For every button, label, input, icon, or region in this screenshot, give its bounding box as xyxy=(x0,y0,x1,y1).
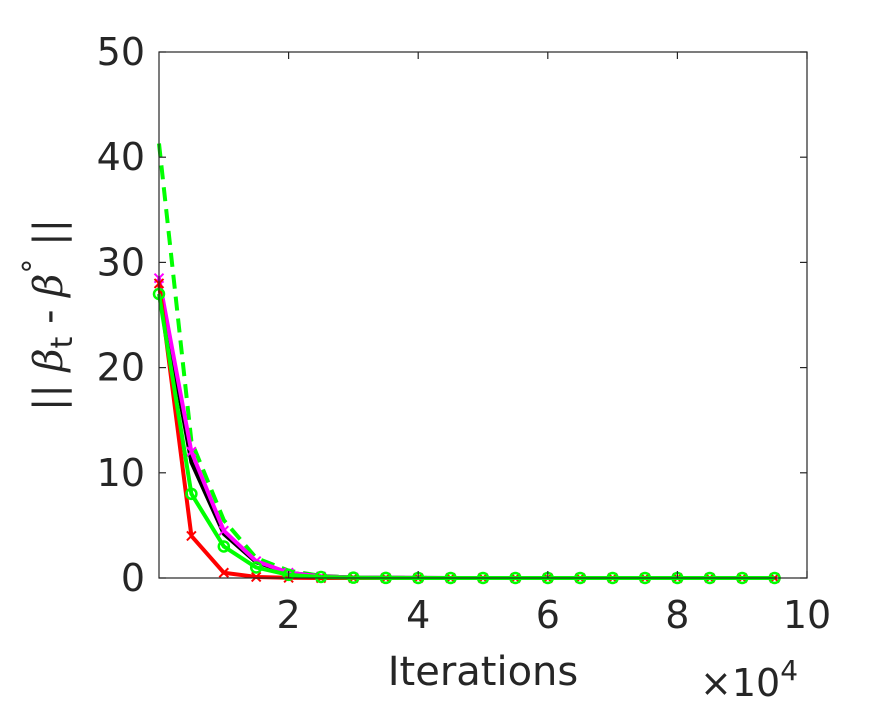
tick-labels: 2 4 6 8 10 0 10 20 30 40 50 xyxy=(97,30,832,637)
axis-ticks xyxy=(159,51,808,579)
x-tick-label: 6 xyxy=(536,593,560,637)
y-label-subscript: t xyxy=(45,336,80,348)
data-point-x xyxy=(250,571,262,583)
y-tick-label: 50 xyxy=(97,30,145,74)
y-tick-label: 30 xyxy=(97,240,145,284)
data-point-x xyxy=(186,530,197,542)
series-line xyxy=(157,283,775,580)
series-line xyxy=(157,143,775,580)
series-0 xyxy=(157,143,775,580)
x-tick-label: 10 xyxy=(783,593,831,637)
x-tick-label: 2 xyxy=(277,593,301,637)
y-label-bars-left: || xyxy=(26,384,72,411)
y-tick-label: 20 xyxy=(97,346,145,390)
series-2 xyxy=(153,272,780,584)
x-tick-label: 8 xyxy=(665,593,689,637)
data-point-circle xyxy=(314,570,328,584)
series-line xyxy=(157,293,775,580)
svg-text:×104: ×104 xyxy=(700,654,798,703)
data-point-circle xyxy=(282,568,295,582)
data-point-x xyxy=(186,446,197,457)
series-line xyxy=(157,277,775,580)
svg-text:|| βt - β° ||: || βt - β° || xyxy=(17,219,80,411)
data-point-circle xyxy=(249,561,263,574)
x-multiplier: ×104 xyxy=(700,654,798,703)
x-axis-label: Iterations xyxy=(388,649,579,695)
series-line xyxy=(157,283,775,580)
x-multiplier-base: ×10 xyxy=(700,661,780,703)
y-tick-label: 10 xyxy=(97,451,145,495)
x-multiplier-exponent: 4 xyxy=(780,654,798,687)
y-label-minus: - xyxy=(26,297,72,337)
y-axis-label: || βt - β° || xyxy=(17,219,80,411)
y-tick-label: 0 xyxy=(121,556,145,600)
data-point-x xyxy=(218,567,230,578)
series-1 xyxy=(157,283,775,580)
y-label-bars-right: || xyxy=(26,219,72,246)
data-point-x xyxy=(218,525,230,536)
series-3 xyxy=(153,278,780,584)
y-tick-label: 40 xyxy=(97,135,145,179)
y-label-beta: β xyxy=(26,348,72,373)
data-point-circle xyxy=(185,487,198,501)
y-label-superscript: ° xyxy=(17,259,52,274)
y-label-beta-2: β xyxy=(26,274,72,299)
x-tick-label: 4 xyxy=(406,593,430,637)
series-4 xyxy=(152,287,781,585)
plot-area xyxy=(152,143,781,585)
axes-frame xyxy=(158,51,808,579)
data-point-circle xyxy=(217,540,231,553)
